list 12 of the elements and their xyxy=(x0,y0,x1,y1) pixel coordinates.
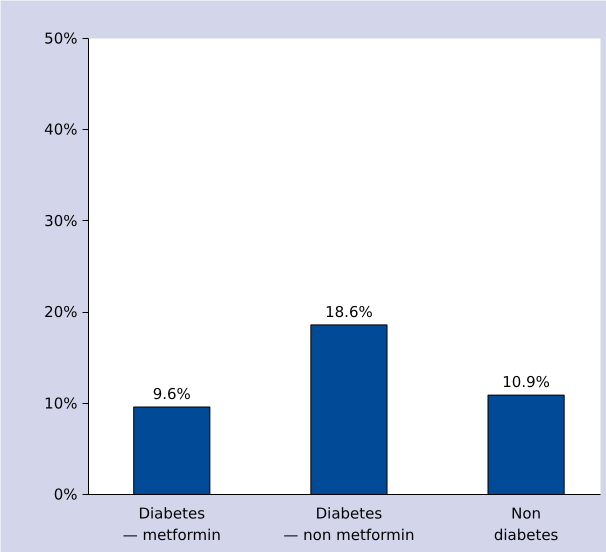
data-label: 9.6% xyxy=(152,384,191,403)
y-tick-label: 30% xyxy=(44,212,78,230)
x-tick-label: Diabetes — non metformin xyxy=(283,504,414,544)
y-tick-label: 10% xyxy=(44,394,78,412)
x-tick-label: Diabetes — metformin xyxy=(122,504,221,544)
y-tick-label: 50% xyxy=(44,30,78,48)
x-tick-label: Non diabetes xyxy=(494,504,559,544)
data-label: 18.6% xyxy=(325,302,373,321)
data-label: 10.9% xyxy=(502,373,550,392)
y-tick-label: 40% xyxy=(44,120,78,139)
y-tick-label: 20% xyxy=(44,303,78,322)
y-tick-label: 0% xyxy=(54,486,78,504)
